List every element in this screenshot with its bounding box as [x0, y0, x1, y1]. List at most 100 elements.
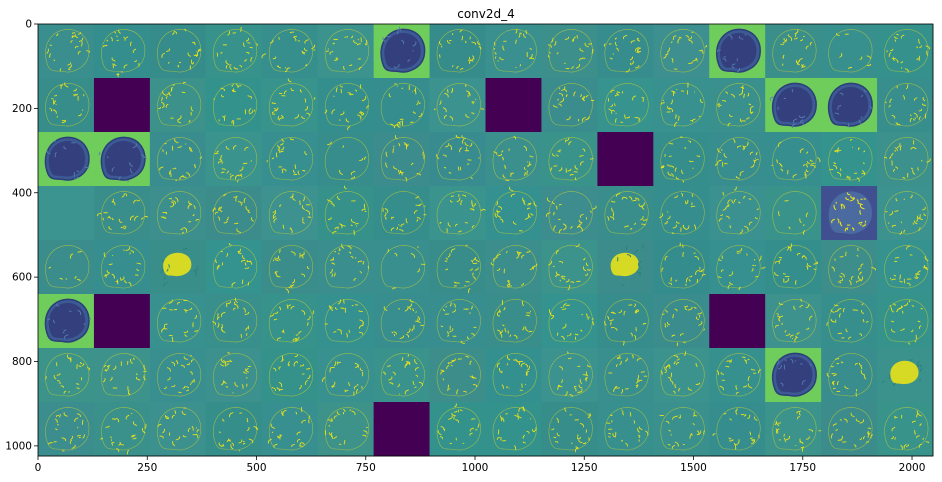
head-contour	[436, 83, 481, 127]
activation-stroke	[273, 108, 277, 112]
activation-stroke	[889, 98, 893, 104]
activation-stroke	[698, 321, 703, 326]
activation-stroke	[588, 43, 592, 45]
activation-stroke	[108, 226, 112, 230]
activation-stroke	[904, 68, 909, 73]
feature-map-tile	[541, 24, 598, 79]
activation-stroke	[239, 166, 244, 172]
activation-stroke	[737, 145, 742, 149]
activation-stroke	[306, 367, 311, 370]
activation-stroke	[196, 50, 198, 57]
activation-stroke	[628, 196, 633, 201]
activation-stroke	[839, 221, 843, 227]
activation-stroke	[248, 260, 253, 265]
activation-stroke	[894, 36, 898, 39]
activation-stroke	[557, 150, 561, 153]
activation-stroke	[239, 65, 243, 68]
activation-stroke	[718, 102, 722, 106]
tile-background	[709, 186, 766, 241]
tile-background	[149, 348, 207, 403]
feature-map-tile	[373, 402, 430, 457]
activation-stroke	[808, 429, 813, 433]
activation-stroke	[914, 340, 917, 343]
activation-stroke	[48, 266, 52, 269]
activation-stroke	[588, 413, 592, 417]
activation-stroke	[360, 111, 365, 115]
activation-stroke	[666, 47, 670, 53]
activation-stroke	[447, 253, 451, 258]
head-inner	[719, 32, 757, 69]
activation-stroke	[464, 221, 468, 224]
activation-stroke	[463, 390, 467, 393]
activation-stroke	[54, 152, 57, 158]
activation-stroke	[301, 50, 305, 55]
activation-stroke	[695, 316, 699, 320]
activation-stroke	[237, 180, 239, 183]
activation-stroke	[568, 141, 572, 146]
activation-stroke	[190, 359, 194, 363]
head-inner	[48, 140, 86, 177]
head-contour	[492, 245, 537, 289]
activation-stroke	[470, 305, 473, 310]
activation-stroke	[440, 325, 444, 328]
activation-stroke	[88, 318, 91, 320]
activation-stroke	[870, 105, 873, 110]
activation-stroke	[71, 35, 74, 38]
activation-stroke	[404, 306, 409, 312]
activation-stroke	[860, 370, 865, 376]
activation-stroke	[46, 318, 50, 321]
activation-stroke	[172, 83, 175, 86]
feature-map-tile	[317, 132, 375, 187]
activation-stroke	[294, 114, 299, 119]
activation-stroke	[469, 360, 472, 365]
x-tick-label: 750	[356, 462, 376, 474]
activation-stroke	[775, 324, 779, 328]
activation-stroke	[186, 389, 190, 392]
activation-stroke	[867, 431, 870, 435]
activation-stroke	[143, 375, 146, 381]
activation-stroke	[900, 61, 903, 64]
activation-stroke	[360, 110, 364, 116]
activation-stroke	[769, 96, 774, 101]
activation-stroke	[805, 169, 809, 173]
feature-map-tile	[765, 24, 822, 79]
feature-map-tile	[429, 294, 486, 349]
tile-background	[261, 240, 319, 295]
feature-map-tile	[877, 78, 934, 133]
activation-stroke	[406, 328, 411, 334]
activation-stroke	[184, 386, 189, 389]
activation-stroke	[666, 220, 669, 223]
activation-stroke	[349, 409, 351, 411]
tile-background	[261, 402, 319, 457]
activation-stroke	[98, 151, 101, 156]
activation-stroke	[693, 307, 697, 309]
activation-stroke	[448, 415, 453, 420]
activation-stroke	[919, 364, 922, 368]
activation-stroke	[861, 303, 864, 306]
activation-stroke	[667, 171, 672, 176]
feature-map-tile	[709, 348, 766, 403]
activation-stroke	[407, 59, 411, 63]
activation-stroke	[638, 435, 641, 439]
activation-stroke	[723, 153, 728, 158]
activation-stroke	[848, 280, 852, 286]
activation-stroke	[780, 168, 783, 172]
activation-stroke	[580, 94, 582, 98]
tile-background	[317, 402, 375, 457]
activation-stroke	[103, 44, 108, 48]
tile-background	[93, 348, 151, 403]
activation-stroke	[564, 391, 568, 396]
activation-stroke	[226, 253, 228, 257]
feature-map-tile	[205, 24, 263, 79]
activation-stroke	[507, 285, 512, 288]
activation-stroke	[833, 161, 837, 165]
activation-stroke	[163, 217, 166, 219]
activation-stroke	[754, 216, 758, 220]
activation-stroke	[219, 158, 223, 164]
activation-stroke	[331, 386, 335, 388]
tile-background	[541, 132, 598, 187]
activation-stroke	[176, 301, 181, 305]
activation-stroke	[531, 429, 535, 433]
activation-stroke	[157, 423, 162, 428]
activation-stroke	[554, 441, 559, 443]
